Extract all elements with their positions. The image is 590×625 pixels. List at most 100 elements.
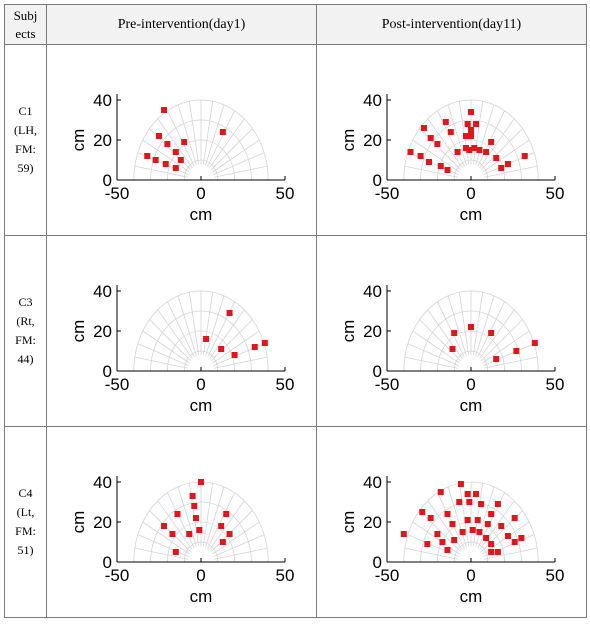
subject-id: C1: [18, 104, 33, 118]
x-tick-label: 0: [466, 375, 475, 394]
y-tick-label: 20: [363, 131, 382, 150]
polar-grid-spoke: [177, 104, 197, 166]
polar-grid-spoke: [479, 500, 515, 550]
polar-grid-spoke: [202, 483, 214, 547]
polar-grid-spoke: [134, 356, 188, 369]
data-point: [251, 344, 258, 350]
data-point: [400, 531, 407, 537]
header-subjects-line2: ects: [15, 25, 36, 41]
data-point: [488, 511, 495, 517]
data-point: [261, 340, 268, 346]
polar-grid-spoke: [419, 128, 461, 170]
data-point: [223, 511, 230, 517]
polar-grid-spoke: [205, 104, 225, 166]
x-tick-label: 50: [276, 566, 295, 585]
polar-grid-spoke: [407, 343, 459, 366]
data-point: [162, 161, 169, 167]
polar-grid-spoke: [481, 319, 523, 361]
subject-cell: C3 (Rt, FM: 44): [4, 235, 47, 427]
polar-grid-spoke: [157, 500, 193, 550]
data-point: [226, 310, 233, 316]
data-point: [459, 529, 466, 535]
polar-grid-spoke: [412, 521, 460, 555]
polar-grid-spoke: [211, 319, 253, 361]
polar-grid-spoke: [447, 295, 467, 357]
data-point: [451, 537, 458, 543]
polar-grid-spoke: [458, 292, 470, 356]
polar-grid-spoke: [212, 330, 260, 364]
data-point: [504, 161, 511, 167]
polar-grid-spoke: [202, 101, 214, 165]
y-tick-label: 40: [363, 473, 382, 492]
data-point: [466, 499, 473, 505]
subject-line: FM:: [15, 142, 36, 156]
x-tick-label: 50: [546, 566, 565, 585]
data-point: [493, 155, 500, 161]
x-tick-label: 0: [196, 566, 205, 585]
polar-grid-spoke: [484, 547, 538, 560]
x-tick-label: 50: [546, 375, 565, 394]
data-point: [172, 549, 179, 555]
data-point: [504, 533, 511, 539]
subject-line: (Rt,: [16, 314, 35, 328]
data-point: [468, 127, 474, 133]
polar-grid-spoke: [167, 301, 195, 358]
y-tick-label: 20: [93, 513, 112, 532]
data-point: [483, 535, 490, 541]
polar-grid-spoke: [137, 534, 189, 557]
x-axis-label: cm: [190, 396, 213, 415]
x-tick-label: 0: [196, 184, 205, 203]
polar-grid-spoke: [205, 486, 225, 548]
data-point: [189, 493, 196, 499]
plot-cell-post: 0 20 40 -50 0 50 cm cm: [316, 235, 587, 427]
data-point: [426, 159, 432, 165]
data-point: [156, 133, 162, 139]
polar-grid-spoke: [458, 101, 470, 165]
data-point: [444, 547, 451, 553]
data-point: [172, 165, 179, 171]
x-axis-label: cm: [190, 587, 213, 606]
plot-cell-post: 0 20 40 -50 0 50 cm cm: [316, 44, 587, 236]
polar-grid-spoke: [475, 486, 495, 548]
subject-id: C4: [18, 486, 33, 500]
y-tick-label: 20: [363, 322, 382, 341]
y-axis-label: cm: [339, 129, 358, 152]
y-tick-label: 20: [93, 322, 112, 341]
polar-grid-spoke: [404, 356, 458, 369]
data-point: [476, 529, 483, 535]
data-point: [218, 346, 225, 352]
x-axis-label: cm: [190, 205, 213, 224]
polar-grid-spoke: [482, 139, 530, 173]
polar-grid-spoke: [211, 128, 253, 170]
data-point: [498, 165, 505, 171]
y-tick-label: 0: [103, 553, 112, 572]
data-point: [447, 129, 454, 135]
data-point: [462, 145, 469, 151]
polar-grid-spoke: [404, 165, 458, 178]
subject-line: (Lt,: [16, 505, 35, 519]
polar-grid-spoke: [209, 309, 245, 359]
polar-grid: [133, 481, 269, 563]
data-point: [468, 109, 474, 115]
polar-grid-spoke: [447, 486, 467, 548]
y-tick-label: 40: [93, 473, 112, 492]
y-axis-label: cm: [69, 511, 88, 534]
data-point: [531, 340, 538, 346]
polar-grid-spoke: [213, 152, 265, 175]
data-point: [181, 139, 188, 145]
polar-grid-spoke: [412, 330, 460, 364]
header-pre: Pre-intervention(day1): [46, 4, 317, 45]
polar-grid-spoke: [472, 483, 484, 547]
y-tick-label: 40: [93, 91, 112, 110]
polar-grid-spoke: [177, 295, 197, 357]
plot-cell-post: 0 20 40 -50 0 50 cm cm: [316, 426, 587, 618]
x-tick-label: 50: [546, 184, 565, 203]
data-point: [464, 517, 471, 523]
y-axis-label: cm: [69, 320, 88, 343]
data-point: [468, 133, 474, 139]
x-tick-label: -50: [105, 566, 130, 585]
header-post: Post-intervention(day11): [316, 4, 587, 45]
polar-grid-spoke: [157, 118, 193, 168]
